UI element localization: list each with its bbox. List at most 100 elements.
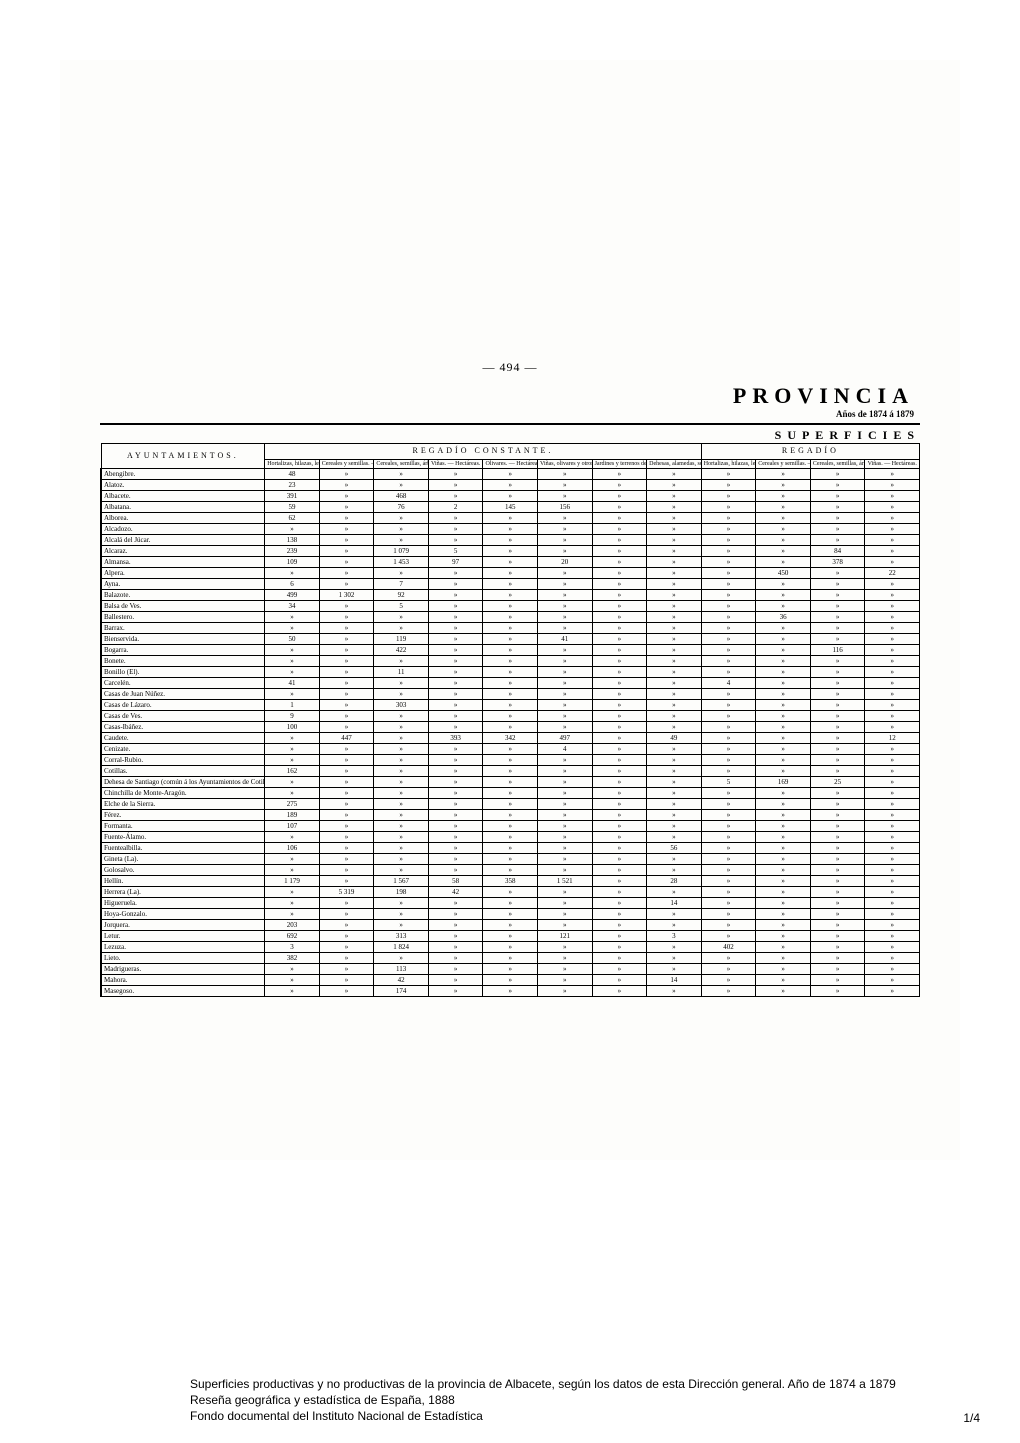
row-value: 378 — [810, 557, 865, 568]
row-value: » — [592, 931, 647, 942]
row-value: » — [865, 656, 920, 667]
row-value: » — [428, 953, 483, 964]
row-value: » — [483, 579, 538, 590]
row-value: » — [319, 953, 374, 964]
row-name: Alcadozo. — [101, 524, 265, 535]
row-value: » — [483, 755, 538, 766]
table-row: Formanta.107»»»»»»»»»»» — [101, 821, 920, 832]
row-value: » — [265, 733, 320, 744]
row-value: » — [647, 623, 702, 634]
row-value: » — [865, 975, 920, 986]
row-value: » — [756, 920, 811, 931]
row-value: » — [319, 986, 374, 997]
row-value: 169 — [756, 777, 811, 788]
row-value: 5 — [374, 601, 429, 612]
row-value: » — [810, 799, 865, 810]
row-name: Bonete. — [101, 656, 265, 667]
row-value: » — [483, 590, 538, 601]
row-value: » — [319, 942, 374, 953]
row-name: Corral-Rubio. — [101, 755, 265, 766]
row-value: » — [265, 645, 320, 656]
row-value: » — [265, 612, 320, 623]
row-value: » — [319, 810, 374, 821]
row-name: Bonillo (El). — [101, 667, 265, 678]
row-value: » — [810, 491, 865, 502]
row-value: » — [319, 821, 374, 832]
row-value: » — [647, 634, 702, 645]
row-value: » — [483, 689, 538, 700]
row-value: 106 — [265, 843, 320, 854]
row-value: » — [647, 920, 702, 931]
row-value: 1 — [265, 700, 320, 711]
row-value: » — [428, 590, 483, 601]
row-value: » — [592, 788, 647, 799]
row-value: » — [810, 711, 865, 722]
row-value: » — [538, 678, 593, 689]
row-value: » — [756, 964, 811, 975]
row-value: » — [647, 854, 702, 865]
row-value: » — [538, 612, 593, 623]
row-value: » — [592, 821, 647, 832]
row-value: » — [374, 953, 429, 964]
row-value: 1 521 — [538, 876, 593, 887]
row-value: » — [483, 656, 538, 667]
footer: Superficies productivas y no productivas… — [0, 1365, 1020, 1443]
row-value: » — [647, 810, 702, 821]
header-regadio-constante: REGADÍO CONSTANTE. — [265, 444, 702, 460]
row-value: » — [538, 623, 593, 634]
row-value: » — [592, 766, 647, 777]
row-value: » — [647, 953, 702, 964]
table-row: Hoya-Gonzalo.»»»»»»»»»»»» — [101, 909, 920, 920]
row-value: » — [810, 766, 865, 777]
row-value: » — [647, 645, 702, 656]
row-value: » — [319, 667, 374, 678]
row-value: » — [756, 667, 811, 678]
row-value: » — [592, 898, 647, 909]
row-value: 9 — [265, 711, 320, 722]
row-value: » — [428, 909, 483, 920]
row-value: » — [483, 920, 538, 931]
row-value: » — [592, 524, 647, 535]
row-value: » — [865, 788, 920, 799]
row-value: » — [483, 854, 538, 865]
row-value: » — [756, 744, 811, 755]
row-value: » — [810, 623, 865, 634]
row-name: Balazote. — [101, 590, 265, 601]
row-value: » — [483, 557, 538, 568]
row-value: » — [319, 634, 374, 645]
row-value: » — [810, 524, 865, 535]
row-value: » — [756, 480, 811, 491]
row-value: » — [592, 469, 647, 480]
row-value: » — [647, 590, 702, 601]
row-value: » — [756, 876, 811, 887]
row-value: » — [756, 865, 811, 876]
row-value: » — [756, 645, 811, 656]
row-value: » — [701, 865, 756, 876]
row-value: » — [701, 601, 756, 612]
row-value: 76 — [374, 502, 429, 513]
row-value: » — [428, 524, 483, 535]
row-value: » — [374, 469, 429, 480]
col-4: Viñas. — Hectáreas. — [428, 459, 483, 469]
row-value: » — [756, 766, 811, 777]
row-value: » — [428, 832, 483, 843]
row-value: » — [538, 865, 593, 876]
row-value: » — [538, 700, 593, 711]
row-value: » — [756, 590, 811, 601]
row-value: 1 824 — [374, 942, 429, 953]
row-value: » — [810, 722, 865, 733]
row-value: » — [483, 568, 538, 579]
row-value: » — [265, 909, 320, 920]
row-value: » — [483, 986, 538, 997]
row-name: Letur. — [101, 931, 265, 942]
row-value: » — [592, 854, 647, 865]
row-value: » — [374, 623, 429, 634]
row-value: » — [865, 557, 920, 568]
row-value: » — [865, 502, 920, 513]
row-value: » — [592, 601, 647, 612]
row-name: Bienservida. — [101, 634, 265, 645]
row-name: Lieto. — [101, 953, 265, 964]
row-value: » — [592, 634, 647, 645]
row-value: » — [538, 480, 593, 491]
row-value: » — [701, 799, 756, 810]
